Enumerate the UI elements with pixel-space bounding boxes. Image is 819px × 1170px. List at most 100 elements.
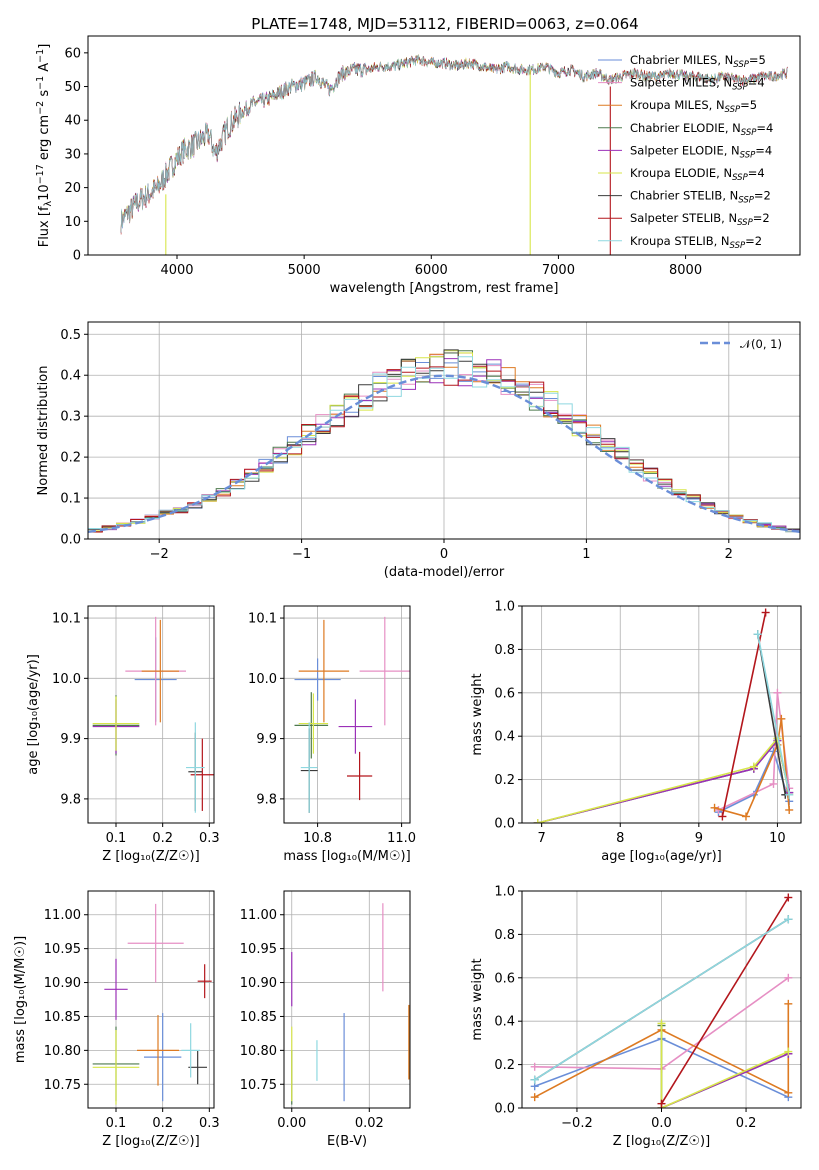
y-tick-label: 0.2 bbox=[60, 451, 81, 466]
y-tick-label: 0.4 bbox=[494, 730, 515, 745]
y-tick-label: 0.8 bbox=[494, 643, 515, 658]
legend-val: =4 bbox=[755, 143, 772, 157]
x-axis-label: mass [log₁₀(M/M☉)] bbox=[283, 849, 410, 864]
legend-val: =5 bbox=[749, 53, 766, 67]
y-tick-label: 1.0 bbox=[494, 600, 515, 615]
y-axis-label-part: −1 bbox=[35, 49, 46, 63]
x-tick-label: 0.2 bbox=[736, 1116, 757, 1131]
axes-frame bbox=[87, 890, 215, 1109]
legend-sub: SSP bbox=[733, 60, 749, 70]
legend-label-salpeter_miles: Salpeter MILES, NSSP=4 bbox=[630, 76, 765, 93]
plot-area bbox=[120, 54, 788, 255]
plot-area bbox=[294, 616, 410, 813]
y-tick-label: 0.6 bbox=[494, 971, 515, 986]
series-salpeter_stelib bbox=[721, 612, 767, 817]
legend-text: Kroupa ELODIE, N bbox=[630, 166, 732, 180]
x-axis-label: E(B-V) bbox=[327, 1134, 367, 1149]
x-tick-label: 7 bbox=[538, 831, 546, 846]
y-tick-label: 9.9 bbox=[256, 732, 277, 747]
legend-sub: SSP bbox=[732, 173, 748, 183]
x-tick-label: 0.1 bbox=[106, 831, 127, 846]
axes-frame bbox=[283, 890, 411, 1109]
y-tick-label: 10.75 bbox=[44, 1078, 81, 1093]
plot-area bbox=[92, 903, 212, 1105]
panel-massweight_vs_Z: −0.2 0.0 0.2 0.0 0.2 0.4 0.6 0.8 1.0 Z [log₁₀(Z/Z… bbox=[470, 885, 802, 1149]
legend-label-chabrier_stelib: Chabrier STELIB, NSSP=2 bbox=[630, 189, 771, 206]
y-tick-label: 10.80 bbox=[240, 1044, 277, 1059]
y-tick-label: 0.8 bbox=[494, 928, 515, 943]
y-axis-label: age [log₁₀(age/yr)] bbox=[26, 654, 41, 775]
legend-sub: SSP bbox=[737, 218, 753, 228]
y-tick-label: 10.80 bbox=[44, 1044, 81, 1059]
panel-age_vs_Z: 0.1 0.2 0.3 9.8 9.9 10.0 10.1 Z [log₁₀(Z/Z☉)] ag… bbox=[26, 605, 220, 864]
y-tick-label: 10.85 bbox=[240, 1010, 277, 1025]
y-tick-label: 0.4 bbox=[60, 369, 81, 384]
x-axis-label: Z [log₁₀(Z/Z☉)] bbox=[102, 849, 199, 864]
y-axis-label-part: A bbox=[37, 63, 52, 76]
y-tick-label: 0.0 bbox=[60, 533, 81, 548]
legend-text: Salpeter STELIB, N bbox=[630, 211, 737, 225]
legend-label-kroupa_elodie: Kroupa ELODIE, NSSP=4 bbox=[630, 166, 765, 183]
series-chabrier_elodie bbox=[537, 738, 790, 823]
plot-area bbox=[291, 903, 410, 1105]
y-tick-label: 0.2 bbox=[494, 1058, 515, 1073]
x-axis-label: Z [log₁₀(Z/Z☉)] bbox=[102, 1134, 199, 1149]
y-tick-label: 10.1 bbox=[52, 612, 81, 627]
series-kroupa_stelib bbox=[757, 634, 790, 795]
x-tick-label: 0.3 bbox=[199, 831, 220, 846]
axes-frame bbox=[521, 605, 802, 824]
plot-area bbox=[92, 616, 214, 813]
grid bbox=[284, 606, 410, 823]
x-tick-label: 4000 bbox=[160, 263, 193, 278]
y-tick-label: 10.90 bbox=[44, 976, 81, 991]
legend-label-salpeter_elodie: Salpeter ELODIE, NSSP=4 bbox=[630, 143, 772, 160]
x-axis-label: Z [log₁₀(Z/Z☉)] bbox=[613, 1134, 710, 1149]
legend-text: Kroupa STELIB, N bbox=[630, 234, 730, 248]
y-axis-label-part: −2 bbox=[35, 101, 46, 115]
y-tick-label: 0.0 bbox=[494, 817, 515, 832]
axes-frame bbox=[283, 605, 411, 824]
x-tick-label: 6000 bbox=[415, 263, 448, 278]
y-axis-label: Flux [fλ10−17 erg cm−2 s−1 A−1] bbox=[35, 44, 54, 248]
grid bbox=[88, 891, 214, 1108]
x-tick-label: 10 bbox=[769, 831, 786, 846]
x-tick-label: −2 bbox=[150, 547, 169, 562]
series-kroupa_stelib bbox=[534, 918, 789, 1081]
y-tick-label: 0.4 bbox=[494, 1015, 515, 1030]
series-salpeter_elodie bbox=[537, 738, 790, 823]
series-salpeter_stelib bbox=[660, 897, 789, 1105]
y-axis-label: mass weight bbox=[470, 958, 485, 1040]
y-tick-label: 0.6 bbox=[494, 686, 515, 701]
y-tick-label: 0.1 bbox=[60, 492, 81, 507]
y-tick-label: 10.85 bbox=[44, 1010, 81, 1025]
y-tick-label: 1.0 bbox=[494, 885, 515, 900]
y-tick-label: 10 bbox=[64, 215, 81, 230]
legend-gaussian-label: 𝒩(0, 1) bbox=[740, 337, 782, 351]
axes-frame bbox=[87, 35, 801, 256]
y-tick-label: 0.5 bbox=[60, 328, 81, 343]
legend-sub: SSP bbox=[732, 83, 748, 93]
legend-text: Chabrier ELODIE, N bbox=[630, 121, 741, 135]
x-tick-label: 11.0 bbox=[387, 831, 416, 846]
grid bbox=[284, 891, 410, 1108]
x-tick-label: 1 bbox=[582, 547, 590, 562]
plot-area bbox=[88, 349, 800, 533]
x-tick-label: 9 bbox=[695, 831, 703, 846]
x-tick-label: 0.2 bbox=[152, 831, 173, 846]
y-tick-label: 20 bbox=[64, 181, 81, 196]
x-tick-label: −0.2 bbox=[561, 1116, 593, 1131]
legend-text: Kroupa MILES, N bbox=[630, 98, 725, 112]
legend-label-kroupa_stelib: Kroupa STELIB, NSSP=2 bbox=[630, 234, 762, 251]
y-tick-label: 10.90 bbox=[240, 976, 277, 991]
x-tick-label: 0.2 bbox=[152, 1116, 173, 1131]
legend-val: =5 bbox=[740, 98, 757, 112]
x-tick-label: 0.02 bbox=[355, 1116, 384, 1131]
y-tick-label: 9.8 bbox=[256, 792, 277, 807]
y-tick-label: 40 bbox=[64, 114, 81, 129]
x-tick-label: 5000 bbox=[288, 263, 321, 278]
y-tick-label: 10.95 bbox=[240, 942, 277, 957]
panel-mass_vs_Z: 0.1 0.2 0.3 10.75 10.80 10.85 10.90 10.95 11.00 Z… bbox=[13, 890, 220, 1149]
y-tick-label: 50 bbox=[64, 80, 81, 95]
panel-residuals: −2 −1 0 1 2 0.0 0.1 0.2 0.3 0.4 0.5 (data-model)/er… bbox=[36, 321, 801, 580]
